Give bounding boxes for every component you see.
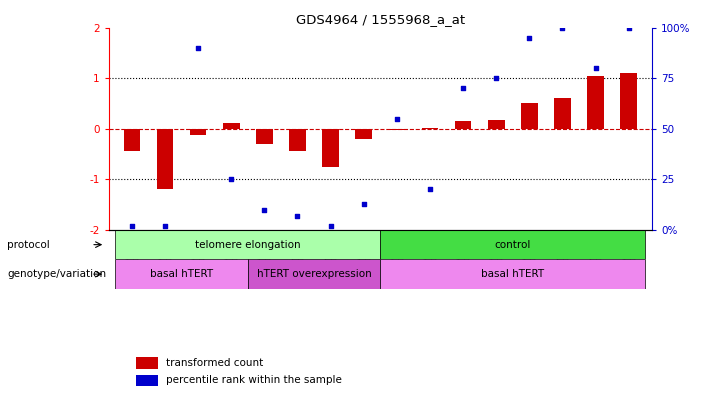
Bar — [123, 129, 140, 151]
Bar — [157, 129, 173, 189]
Point — [590, 65, 601, 71]
Bar — [247, 259, 381, 289]
Text: protocol: protocol — [7, 240, 50, 250]
Bar — [422, 128, 438, 129]
Bar — [381, 230, 646, 259]
Point — [358, 200, 369, 207]
Point — [159, 223, 170, 229]
Text: telomere elongation: telomere elongation — [195, 240, 301, 250]
Text: hTERT overexpression: hTERT overexpression — [257, 269, 372, 279]
Bar — [620, 73, 637, 129]
Text: basal hTERT: basal hTERT — [481, 269, 545, 279]
Bar — [322, 129, 339, 167]
Bar — [136, 375, 158, 386]
Point — [557, 24, 568, 31]
Point — [193, 44, 204, 51]
Bar — [388, 129, 405, 130]
Bar — [115, 259, 247, 289]
Point — [524, 35, 535, 41]
Point — [126, 223, 137, 229]
Bar — [455, 121, 471, 129]
Bar — [136, 357, 158, 369]
Bar — [355, 129, 372, 139]
Text: percentile rank within the sample: percentile rank within the sample — [165, 375, 341, 386]
Point — [623, 24, 634, 31]
Bar — [256, 129, 273, 144]
Text: transformed count: transformed count — [165, 358, 263, 368]
Text: control: control — [495, 240, 531, 250]
Bar — [554, 98, 571, 129]
Bar — [488, 119, 505, 129]
Point — [491, 75, 502, 81]
Bar — [521, 103, 538, 129]
Bar — [290, 129, 306, 151]
Title: GDS4964 / 1555968_a_at: GDS4964 / 1555968_a_at — [296, 13, 465, 26]
Point — [259, 206, 270, 213]
Point — [325, 223, 336, 229]
Text: genotype/variation: genotype/variation — [7, 269, 106, 279]
Bar — [381, 259, 646, 289]
Bar — [587, 75, 604, 129]
Point — [424, 186, 435, 193]
Bar — [115, 230, 381, 259]
Point — [292, 213, 303, 219]
Point — [458, 85, 469, 91]
Bar — [190, 129, 206, 135]
Bar — [223, 123, 240, 129]
Text: basal hTERT: basal hTERT — [150, 269, 213, 279]
Point — [226, 176, 237, 182]
Point — [391, 116, 402, 122]
